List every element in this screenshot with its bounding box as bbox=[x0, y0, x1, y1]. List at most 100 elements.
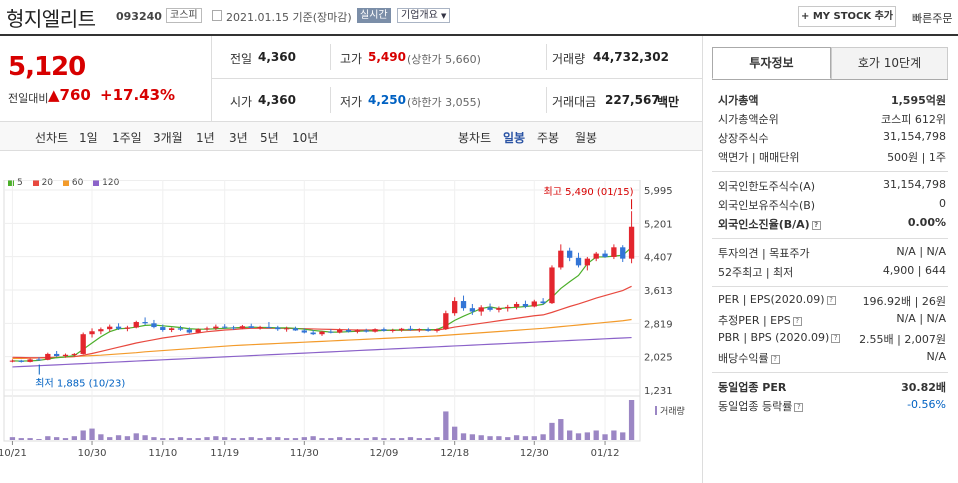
volume-bar bbox=[310, 436, 316, 440]
candle bbox=[213, 326, 219, 329]
x-tick-label: 01/12 bbox=[591, 448, 620, 459]
candle bbox=[513, 303, 520, 307]
price-change: ▲760 bbox=[48, 86, 91, 104]
candle bbox=[275, 327, 281, 330]
legend-swatch bbox=[8, 179, 14, 186]
volume-bar bbox=[575, 433, 582, 440]
help-icon[interactable]: ? bbox=[811, 220, 821, 230]
candle bbox=[168, 328, 175, 331]
help-icon[interactable]: ? bbox=[794, 402, 804, 412]
candle bbox=[239, 326, 246, 329]
volume-bar bbox=[345, 438, 352, 440]
candle bbox=[372, 329, 378, 332]
current-price: 5,120 bbox=[8, 52, 86, 82]
tab-line-chart[interactable]: 선차트 bbox=[35, 131, 69, 145]
volume-bar bbox=[416, 438, 422, 440]
candle bbox=[18, 360, 24, 362]
volume-bar bbox=[593, 430, 599, 440]
volume-bar bbox=[292, 438, 299, 440]
candle bbox=[620, 247, 626, 259]
high-label: 고가 bbox=[340, 52, 363, 66]
stock-code: 093240 bbox=[116, 10, 162, 23]
upper-limit: (상한가 5,660) bbox=[407, 53, 481, 66]
candle bbox=[222, 326, 228, 328]
candle bbox=[142, 322, 148, 324]
volume-bar bbox=[239, 438, 246, 440]
candle bbox=[398, 328, 405, 331]
info-label: 투자의견 | 목표주가 bbox=[718, 247, 810, 260]
add-mystock-button[interactable]: + MY STOCK 추가 bbox=[798, 6, 896, 27]
quick-order-link[interactable]: 빠른주문 bbox=[912, 12, 953, 25]
candle bbox=[443, 313, 449, 330]
realtime-button[interactable]: 실시간 bbox=[357, 8, 391, 23]
price-chart[interactable]: 5,995 5,201 4,407 3,613 2,819 2,025 1,231 10/21… bbox=[0, 180, 702, 483]
candle bbox=[531, 301, 537, 307]
legend-item: 60 bbox=[62, 178, 83, 188]
candle bbox=[584, 258, 591, 266]
x-tick-label: 11/30 bbox=[290, 448, 319, 459]
tab-3month[interactable]: 3개월 bbox=[153, 131, 183, 145]
y-tick-label: 2,819 bbox=[644, 319, 673, 330]
volume-bar bbox=[443, 411, 449, 440]
high-annotation: 최고 5,490 (01/15) bbox=[544, 186, 634, 198]
volume-bar bbox=[160, 438, 166, 440]
x-tick-label: 12/18 bbox=[440, 448, 469, 459]
tab-daily[interactable]: 일봉 bbox=[503, 131, 526, 145]
chevron-down-icon: ▼ bbox=[441, 12, 447, 20]
amount-label: 거래대금 bbox=[552, 95, 597, 109]
help-icon[interactable]: ? bbox=[826, 295, 836, 305]
volume-bar bbox=[89, 428, 95, 440]
tab-candle-chart[interactable]: 봉차트 bbox=[458, 131, 492, 145]
chart-legend: 5 20 60 120 bbox=[8, 174, 119, 188]
tab-1week[interactable]: 1주일 bbox=[112, 131, 142, 145]
volume-legend-swatch bbox=[655, 406, 657, 415]
help-icon[interactable]: ? bbox=[770, 354, 780, 364]
legend-item: 20 bbox=[32, 178, 53, 188]
candle bbox=[89, 331, 95, 335]
divider bbox=[546, 44, 547, 70]
corp-info-dropdown[interactable]: 기업개요 ▼ bbox=[397, 8, 451, 23]
candle bbox=[195, 329, 201, 333]
divider bbox=[330, 87, 331, 113]
info-value: 2.55배 | 2,007원 bbox=[859, 333, 946, 346]
tab-3year[interactable]: 3년 bbox=[229, 131, 248, 145]
help-icon[interactable]: ? bbox=[831, 333, 841, 343]
volume-bar bbox=[390, 438, 396, 440]
candle bbox=[115, 326, 122, 329]
tab-invest-info[interactable]: 투자정보 bbox=[712, 47, 831, 79]
tab-hoga[interactable]: 호가 10단계 bbox=[831, 47, 948, 79]
info-value: N/A | N/A bbox=[896, 312, 946, 325]
candle bbox=[567, 250, 573, 258]
volume-bar bbox=[452, 426, 458, 440]
volume-bar bbox=[460, 433, 467, 440]
volume-bar bbox=[213, 436, 219, 440]
candle bbox=[124, 327, 131, 329]
volume-bar bbox=[257, 438, 263, 440]
info-value: 31,154,798 bbox=[883, 130, 946, 143]
amount-unit: 백만 bbox=[657, 95, 680, 109]
tab-10year[interactable]: 10년 bbox=[292, 131, 319, 145]
volume-bar bbox=[584, 432, 591, 440]
tab-5year[interactable]: 5년 bbox=[260, 131, 279, 145]
info-label: 상장주식수 bbox=[718, 132, 769, 145]
y-tick-label: 3,613 bbox=[644, 286, 673, 297]
candle bbox=[628, 226, 635, 259]
tab-weekly[interactable]: 주봉 bbox=[537, 131, 560, 145]
x-tick-label: 10/30 bbox=[78, 448, 107, 459]
candle bbox=[460, 301, 467, 309]
volume-bar bbox=[168, 438, 175, 440]
volume-bar bbox=[531, 436, 537, 440]
tab-monthly[interactable]: 월봉 bbox=[575, 131, 598, 145]
candle bbox=[319, 331, 325, 335]
volume-bar bbox=[186, 438, 192, 440]
info-label: 외국인보유주식수(B) bbox=[718, 199, 816, 212]
volume-bar bbox=[18, 438, 24, 440]
volume-bar bbox=[45, 436, 51, 440]
tab-1day[interactable]: 1일 bbox=[79, 131, 98, 145]
candle bbox=[160, 327, 166, 331]
tab-1year[interactable]: 1년 bbox=[196, 131, 215, 145]
ma-line-ma5 bbox=[12, 246, 632, 362]
candle bbox=[301, 330, 307, 333]
help-icon[interactable]: ? bbox=[792, 316, 802, 326]
volume-bar bbox=[27, 438, 33, 440]
